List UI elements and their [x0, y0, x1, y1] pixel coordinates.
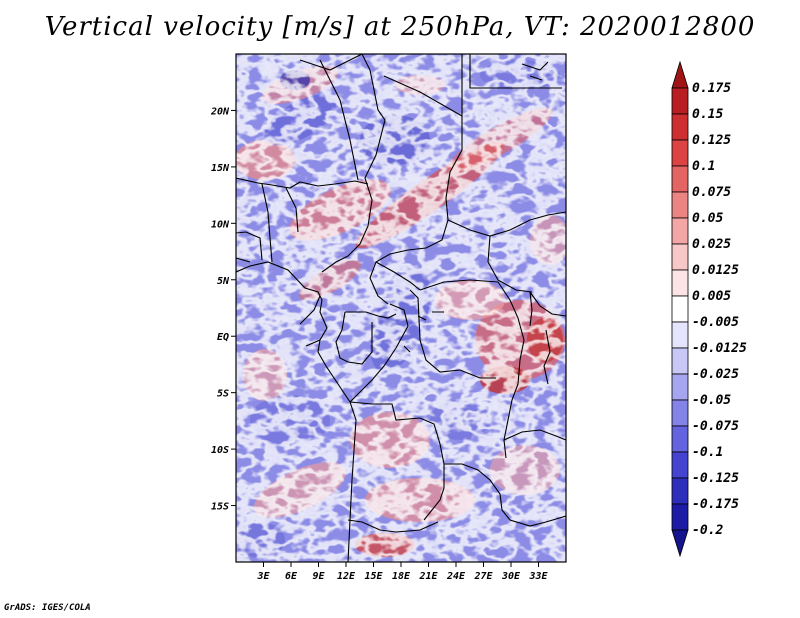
colorbar-bin	[671, 295, 689, 323]
colorbar-bin	[671, 373, 689, 401]
colorbar-bin	[671, 243, 689, 271]
colorbar-label: -0.05	[692, 393, 731, 408]
lon-tick-label: 18E	[392, 571, 411, 582]
colorbar-label: 0.05	[692, 211, 723, 226]
velocity-field	[236, 54, 566, 562]
colorbar-label: 0.025	[692, 237, 731, 252]
lon-tick-label: 9E	[312, 571, 325, 582]
lon-tick-label: 3E	[256, 571, 270, 582]
colorbar-label: -0.125	[692, 471, 739, 486]
colorbar-bin	[671, 477, 689, 505]
colorbar-bin	[671, 503, 689, 531]
map-title: Vertical velocity [m/s] at 250hPa, VT: 2…	[44, 12, 756, 42]
lat-tick-label: 20N	[210, 106, 230, 117]
colorbar-label: 0.15	[692, 107, 723, 122]
colorbar-label: -0.075	[692, 419, 739, 434]
colorbar-bin	[671, 191, 689, 219]
latitude-axis: 20N 15N 10N 5N EQ 5S 10S 15S	[210, 106, 236, 513]
colorbar-label: -0.025	[692, 367, 739, 382]
lon-tick-label: 27E	[473, 571, 493, 582]
colorbar-bin	[671, 217, 689, 245]
colorbar-bin	[671, 451, 689, 479]
colorbar-bin	[671, 321, 689, 349]
lon-tick-label: 30E	[501, 571, 521, 582]
colorbar-bin	[671, 87, 689, 115]
colorbar-label: 0.0125	[692, 263, 739, 278]
country-borders	[236, 54, 566, 562]
lat-tick-label: EQ	[217, 332, 229, 343]
colorbar-bin	[671, 113, 689, 141]
software-credit: GrADS: IGES/COLA	[4, 603, 91, 613]
lon-tick-label: 12E	[337, 571, 356, 582]
colorbar-label: -0.175	[692, 497, 739, 512]
colorbar-bin	[671, 165, 689, 193]
colorbar-label: -0.2	[692, 523, 723, 538]
colorbar-bin	[671, 269, 689, 297]
colorbar-label: 0.005	[692, 289, 731, 304]
lon-tick-label: 21E	[418, 571, 438, 582]
colorbar-label: 0.175	[692, 81, 731, 96]
colorbar-bin	[671, 399, 689, 427]
lon-tick-label: 6E	[285, 571, 298, 582]
lon-tick-label: 24E	[446, 571, 466, 582]
lat-tick-label: 5S	[217, 389, 229, 400]
longitude-axis: 3E 6E 9E 12E 15E 18E 21E 24E 27E 30E 33E	[256, 562, 549, 582]
colorbar-label: -0.0125	[692, 341, 747, 356]
colorbar: 0.175 0.15 0.125 0.1 0.075 0.05 0.025 0.0125 0.0…	[671, 60, 747, 558]
colorbar-bin	[671, 529, 689, 558]
colorbar-label: -0.1	[692, 445, 723, 460]
colorbar-label: -0.005	[692, 315, 739, 330]
lat-tick-label: 10S	[211, 445, 229, 456]
colorbar-label: 0.125	[692, 133, 731, 148]
colorbar-bin	[671, 139, 689, 167]
lat-tick-label: 15S	[211, 502, 229, 513]
colorbar-label: 0.1	[692, 159, 715, 174]
lon-tick-label: 33E	[528, 571, 548, 582]
colorbar-bin	[671, 347, 689, 375]
lat-tick-label: 10N	[211, 219, 230, 230]
lat-tick-label: 5N	[217, 276, 230, 287]
lat-tick-label: 15N	[211, 163, 230, 174]
map-panel: 20N 15N 10N 5N EQ 5S 10S 15S 3E 6E 9E 12E 15E 18E 21E…	[210, 53, 567, 582]
colorbar-label: 0.075	[692, 185, 731, 200]
colorbar-bin	[671, 60, 689, 89]
colorbar-bin	[671, 425, 689, 453]
lon-tick-label: 15E	[364, 571, 383, 582]
